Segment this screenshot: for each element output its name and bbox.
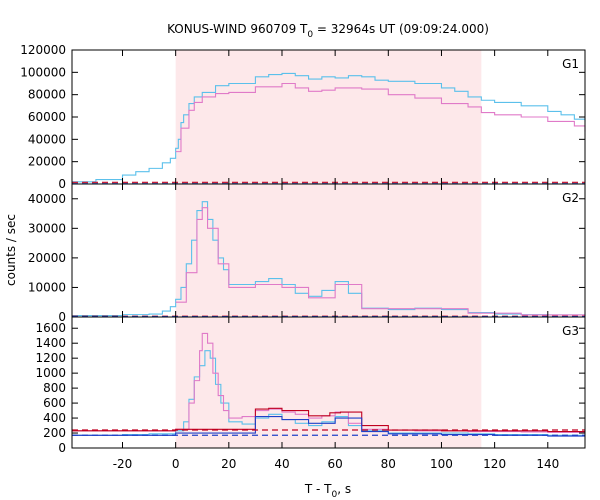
x-tick-label: 100: [430, 457, 453, 471]
y-tick-label: 40000: [28, 132, 66, 146]
x-tick-label: 20: [221, 457, 236, 471]
y-tick-label: 40000: [28, 192, 66, 206]
x-tick-label: 60: [328, 457, 343, 471]
y-tick-label: 20000: [28, 251, 66, 265]
y-tick-label: 100000: [20, 65, 66, 79]
x-tick-label: 40: [274, 457, 289, 471]
y-tick-label: 80000: [28, 88, 66, 102]
y-tick-label: 1000: [35, 366, 66, 380]
x-tick-label: 80: [381, 457, 396, 471]
x-tick-label: 140: [536, 457, 559, 471]
series-cyan-g1: [72, 72, 586, 183]
y-tick-label: 120000: [20, 43, 66, 57]
y-tick-label: 600: [43, 396, 66, 410]
panel-label-g2: G2: [562, 191, 579, 205]
x-tick-label: 0: [172, 457, 180, 471]
y-tick-label: 60000: [28, 110, 66, 124]
burst-interval-shade: [175, 50, 482, 448]
y-tick-label: 400: [43, 411, 66, 425]
x-tick-label: -20: [113, 457, 133, 471]
y-tick-label: 800: [43, 381, 66, 395]
y-tick-label: 200: [43, 426, 66, 440]
y-tick-label: 0: [58, 177, 66, 191]
y-tick-label: 1600: [35, 321, 66, 335]
y-tick-label: 20000: [28, 155, 66, 169]
panel-label-g3: G3: [562, 324, 579, 338]
y-tick-label: 1200: [35, 351, 66, 365]
series-pink-g1: [175, 82, 586, 153]
y-tick-label: 10000: [28, 280, 66, 294]
panel-label-g1: G1: [562, 57, 579, 71]
y-tick-label: 30000: [28, 221, 66, 235]
plot-area: 020000400006000080000100000120000G101000…: [20, 43, 586, 471]
y-axis-label: counts / sec: [4, 214, 18, 286]
panel-frame-g3: [71, 316, 586, 449]
x-axis-label: T - T0, s: [304, 482, 351, 500]
y-tick-label: 1400: [35, 336, 66, 350]
series-pink-g2: [175, 207, 586, 316]
x-tick-label: 120: [483, 457, 506, 471]
y-tick-label: 0: [58, 310, 66, 324]
y-tick-label: 0: [58, 441, 66, 455]
chart-title: KONUS-WIND 960709 T0 = 32964s UT (09:09:…: [167, 22, 489, 40]
